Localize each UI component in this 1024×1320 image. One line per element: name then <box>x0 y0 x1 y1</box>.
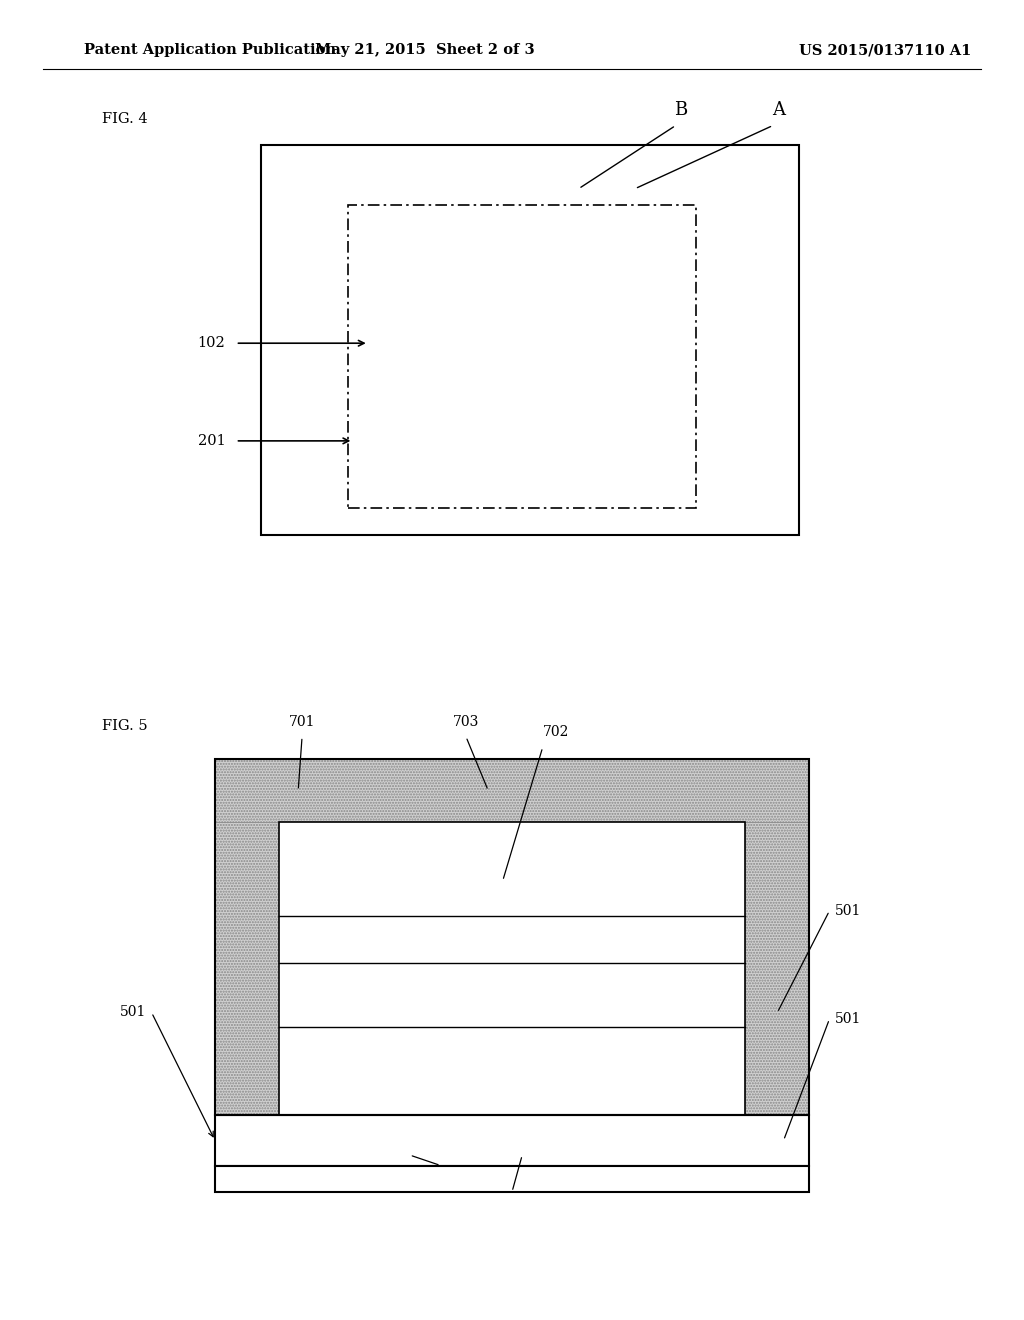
Text: FIG. 4: FIG. 4 <box>102 112 148 125</box>
Text: 501: 501 <box>835 904 861 917</box>
Text: 501: 501 <box>835 1012 861 1026</box>
Bar <box>215 1115 809 1166</box>
Bar <box>215 1166 809 1192</box>
Text: May 21, 2015  Sheet 2 of 3: May 21, 2015 Sheet 2 of 3 <box>315 44 535 57</box>
Bar <box>279 822 745 1115</box>
Text: 102: 102 <box>198 337 225 350</box>
Text: FIG. 5: FIG. 5 <box>102 719 148 733</box>
Text: 101: 101 <box>514 1168 541 1183</box>
Text: A: A <box>772 100 784 119</box>
Text: Patent Application Publication: Patent Application Publication <box>84 44 336 57</box>
Bar <box>215 822 279 1115</box>
Text: 201: 201 <box>198 434 225 447</box>
Bar <box>215 759 809 1115</box>
Bar <box>348 205 696 508</box>
Text: US 2015/0137110 A1: US 2015/0137110 A1 <box>799 44 971 57</box>
Text: 102: 102 <box>396 1168 423 1183</box>
Text: B: B <box>675 100 687 119</box>
Text: 702: 702 <box>543 725 569 739</box>
Bar <box>745 822 809 1115</box>
Text: 703: 703 <box>453 714 479 729</box>
Bar <box>261 145 799 535</box>
Text: 501: 501 <box>120 1006 146 1019</box>
Text: 701: 701 <box>289 714 315 729</box>
Bar <box>215 759 809 822</box>
